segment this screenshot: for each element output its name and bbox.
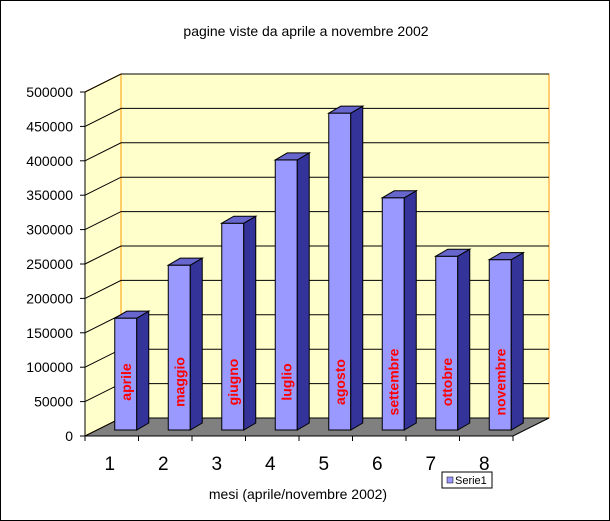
bar-side: [403, 189, 417, 431]
y-tick-label: 0: [65, 428, 73, 444]
y-axis-ticks: 0 50000 100000 150000 200000 250000 300000 3500…: [26, 84, 86, 444]
y-tick-label: 500000: [26, 84, 73, 100]
bar-novembre: novembre: [487, 251, 526, 431]
bar-agosto: agosto: [326, 105, 365, 431]
bar-side: [510, 251, 524, 431]
y-tick-label: 250000: [26, 256, 73, 272]
legend-box: [441, 471, 493, 489]
y-tick-label: 200000: [26, 290, 73, 306]
bar-ottobre: ottobre: [433, 248, 472, 431]
chart-floor: [84, 417, 550, 437]
bar-label: maggio: [171, 357, 187, 407]
x-tick-label: 2: [158, 454, 169, 475]
bar-top: [273, 152, 312, 161]
bar-top: [112, 310, 151, 319]
legend: Serie1: [441, 471, 493, 489]
y-tick-label: 400000: [26, 153, 73, 169]
bar-label: luglio: [278, 363, 294, 400]
bar-maggio: maggio: [166, 257, 205, 431]
gridline: [84, 107, 549, 127]
bar-aprile: aprile: [112, 310, 151, 431]
y-tick-label: 450000: [26, 118, 73, 134]
y-tick-label: 100000: [26, 359, 73, 375]
chart-walls: [84, 73, 550, 437]
bar-top: [219, 215, 258, 224]
x-tick-label: 3: [211, 454, 222, 475]
bar-label: agosto: [332, 359, 348, 405]
y-tick-label: 300000: [26, 222, 73, 238]
x-tick-label: 1: [104, 454, 115, 475]
bar-side: [296, 152, 310, 431]
chart-title: pagine viste da aprile a novembre 2002: [183, 23, 428, 39]
y-tick-label: 50000: [34, 394, 73, 410]
bar-settembre: settembre: [380, 189, 419, 431]
bar-side: [189, 257, 203, 431]
y-tick-label: 150000: [26, 325, 73, 341]
x-axis-label: mesi (aprile/novembre 2002): [209, 486, 387, 502]
floor-plane: [84, 417, 550, 437]
x-tick-label: 7: [425, 454, 436, 475]
bar-top: [166, 257, 205, 266]
bar-top: [326, 105, 365, 114]
gridline: [84, 142, 549, 162]
legend-swatch: [446, 476, 454, 484]
bar-giugno: giugno: [219, 215, 258, 431]
bar-luglio: luglio: [273, 152, 312, 431]
x-tick-label: 4: [265, 454, 276, 475]
y-tick-label: 350000: [26, 187, 73, 203]
bar-label: ottobre: [439, 358, 455, 406]
bar-side: [350, 105, 364, 431]
x-tick-label: 8: [479, 454, 490, 475]
bar-top: [487, 252, 526, 261]
bar-side: [457, 248, 471, 431]
gridline: [84, 73, 549, 93]
bar-label: settembre: [385, 348, 401, 415]
legend-entry: Serie1: [455, 475, 487, 487]
bars: aprile maggio giugno luglio agosto settembre o…: [112, 105, 526, 431]
bar-top: [380, 190, 419, 199]
bar-label: giugno: [225, 359, 241, 406]
x-tick-label: 6: [372, 454, 383, 475]
gridline: [84, 176, 549, 196]
x-axis-ticks: 1 2 3 4 5 6 7 8: [84, 436, 514, 475]
bar-side: [243, 215, 257, 431]
bar-side: [136, 310, 150, 431]
bar-label: aprile: [118, 363, 134, 401]
bar-top: [433, 248, 472, 257]
x-tick-label: 5: [318, 454, 329, 475]
bar-label: novembre: [492, 348, 508, 415]
